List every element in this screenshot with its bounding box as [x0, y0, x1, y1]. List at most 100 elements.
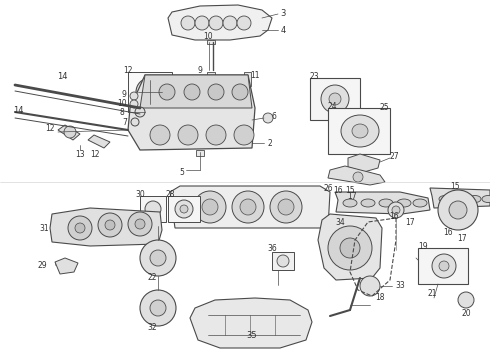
- Polygon shape: [335, 192, 430, 214]
- Text: 3: 3: [280, 9, 286, 18]
- Bar: [328, 108, 390, 154]
- Text: 16: 16: [443, 228, 453, 237]
- Circle shape: [150, 250, 166, 266]
- Bar: [207, 72, 215, 82]
- Text: 9: 9: [197, 66, 202, 75]
- Circle shape: [232, 84, 248, 100]
- Circle shape: [449, 201, 467, 219]
- Circle shape: [278, 199, 294, 215]
- Circle shape: [209, 16, 223, 30]
- Ellipse shape: [413, 199, 427, 207]
- Ellipse shape: [397, 199, 411, 207]
- Circle shape: [353, 172, 363, 182]
- Polygon shape: [190, 298, 312, 348]
- Text: 7: 7: [122, 117, 127, 126]
- Circle shape: [178, 125, 198, 145]
- Text: 30: 30: [135, 189, 145, 198]
- Bar: [272, 252, 294, 270]
- Circle shape: [328, 226, 372, 270]
- Circle shape: [206, 125, 226, 145]
- Bar: [244, 72, 251, 86]
- Circle shape: [159, 84, 175, 100]
- Text: 34: 34: [335, 217, 345, 226]
- Circle shape: [432, 254, 456, 278]
- Text: 10: 10: [117, 99, 127, 108]
- Text: 20: 20: [461, 310, 471, 319]
- Text: 5: 5: [179, 167, 184, 176]
- Circle shape: [135, 107, 145, 117]
- Circle shape: [388, 202, 404, 218]
- Circle shape: [130, 92, 138, 100]
- Circle shape: [105, 220, 115, 230]
- Circle shape: [181, 16, 195, 30]
- Text: 31: 31: [39, 224, 49, 233]
- Text: 36: 36: [267, 243, 277, 252]
- Circle shape: [232, 191, 264, 223]
- Text: 12: 12: [90, 149, 100, 158]
- Circle shape: [360, 276, 380, 296]
- Circle shape: [439, 261, 449, 271]
- Polygon shape: [348, 154, 380, 172]
- Text: 21: 21: [427, 289, 437, 298]
- Circle shape: [145, 201, 161, 217]
- Text: 17: 17: [405, 217, 415, 226]
- Circle shape: [208, 84, 224, 100]
- Circle shape: [263, 113, 273, 123]
- Polygon shape: [88, 135, 110, 148]
- Circle shape: [135, 219, 145, 229]
- Polygon shape: [55, 258, 78, 274]
- Text: 32: 32: [147, 324, 157, 333]
- Bar: [168, 196, 200, 222]
- Circle shape: [270, 191, 302, 223]
- Text: 4: 4: [280, 26, 286, 35]
- Text: 28: 28: [165, 189, 175, 198]
- Circle shape: [194, 191, 226, 223]
- Bar: [196, 150, 204, 156]
- Circle shape: [144, 86, 156, 98]
- Ellipse shape: [454, 195, 466, 202]
- Circle shape: [277, 255, 289, 267]
- Bar: [207, 40, 215, 44]
- Bar: [128, 72, 172, 112]
- Text: 15: 15: [450, 181, 460, 190]
- Circle shape: [136, 78, 164, 106]
- Text: 17: 17: [457, 234, 467, 243]
- Text: 2: 2: [268, 139, 272, 148]
- Text: 24: 24: [327, 102, 337, 111]
- Circle shape: [64, 126, 76, 138]
- Circle shape: [128, 212, 152, 236]
- Circle shape: [223, 16, 237, 30]
- Text: 22: 22: [147, 274, 157, 283]
- Circle shape: [68, 216, 92, 240]
- Circle shape: [237, 16, 251, 30]
- Polygon shape: [128, 75, 255, 150]
- Circle shape: [392, 206, 400, 214]
- Text: 23: 23: [309, 72, 319, 81]
- Circle shape: [195, 16, 209, 30]
- Ellipse shape: [352, 124, 368, 138]
- Polygon shape: [140, 75, 252, 108]
- Circle shape: [180, 205, 188, 213]
- Circle shape: [75, 223, 85, 233]
- Circle shape: [150, 125, 170, 145]
- Text: 17: 17: [347, 192, 357, 201]
- Polygon shape: [170, 186, 330, 228]
- Ellipse shape: [343, 199, 357, 207]
- Text: 8: 8: [120, 108, 124, 117]
- Text: 11: 11: [250, 71, 260, 80]
- Text: 12: 12: [45, 123, 55, 132]
- Ellipse shape: [439, 195, 451, 202]
- Polygon shape: [168, 5, 272, 40]
- Text: 29: 29: [37, 261, 47, 270]
- Text: 26: 26: [323, 184, 333, 193]
- Circle shape: [150, 300, 166, 316]
- Circle shape: [130, 100, 138, 108]
- Circle shape: [340, 238, 360, 258]
- Circle shape: [458, 292, 474, 308]
- Circle shape: [240, 199, 256, 215]
- Text: 15: 15: [345, 185, 355, 194]
- Circle shape: [321, 85, 349, 113]
- Text: 13: 13: [75, 149, 85, 158]
- Circle shape: [329, 93, 341, 105]
- Ellipse shape: [469, 195, 481, 202]
